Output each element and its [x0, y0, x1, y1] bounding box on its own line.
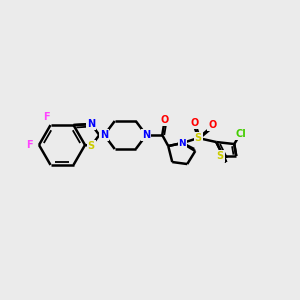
Text: O: O — [160, 115, 168, 125]
Text: O: O — [190, 118, 198, 128]
Text: S: S — [217, 151, 224, 161]
Text: F: F — [43, 112, 50, 122]
Text: N: N — [100, 130, 108, 140]
Text: N: N — [142, 130, 150, 140]
Text: O: O — [208, 120, 216, 130]
Text: F: F — [26, 140, 32, 150]
Text: N: N — [87, 119, 95, 129]
Text: S: S — [195, 133, 202, 143]
Text: S: S — [88, 141, 95, 151]
Text: Cl: Cl — [236, 129, 247, 139]
Text: N: N — [178, 139, 186, 148]
